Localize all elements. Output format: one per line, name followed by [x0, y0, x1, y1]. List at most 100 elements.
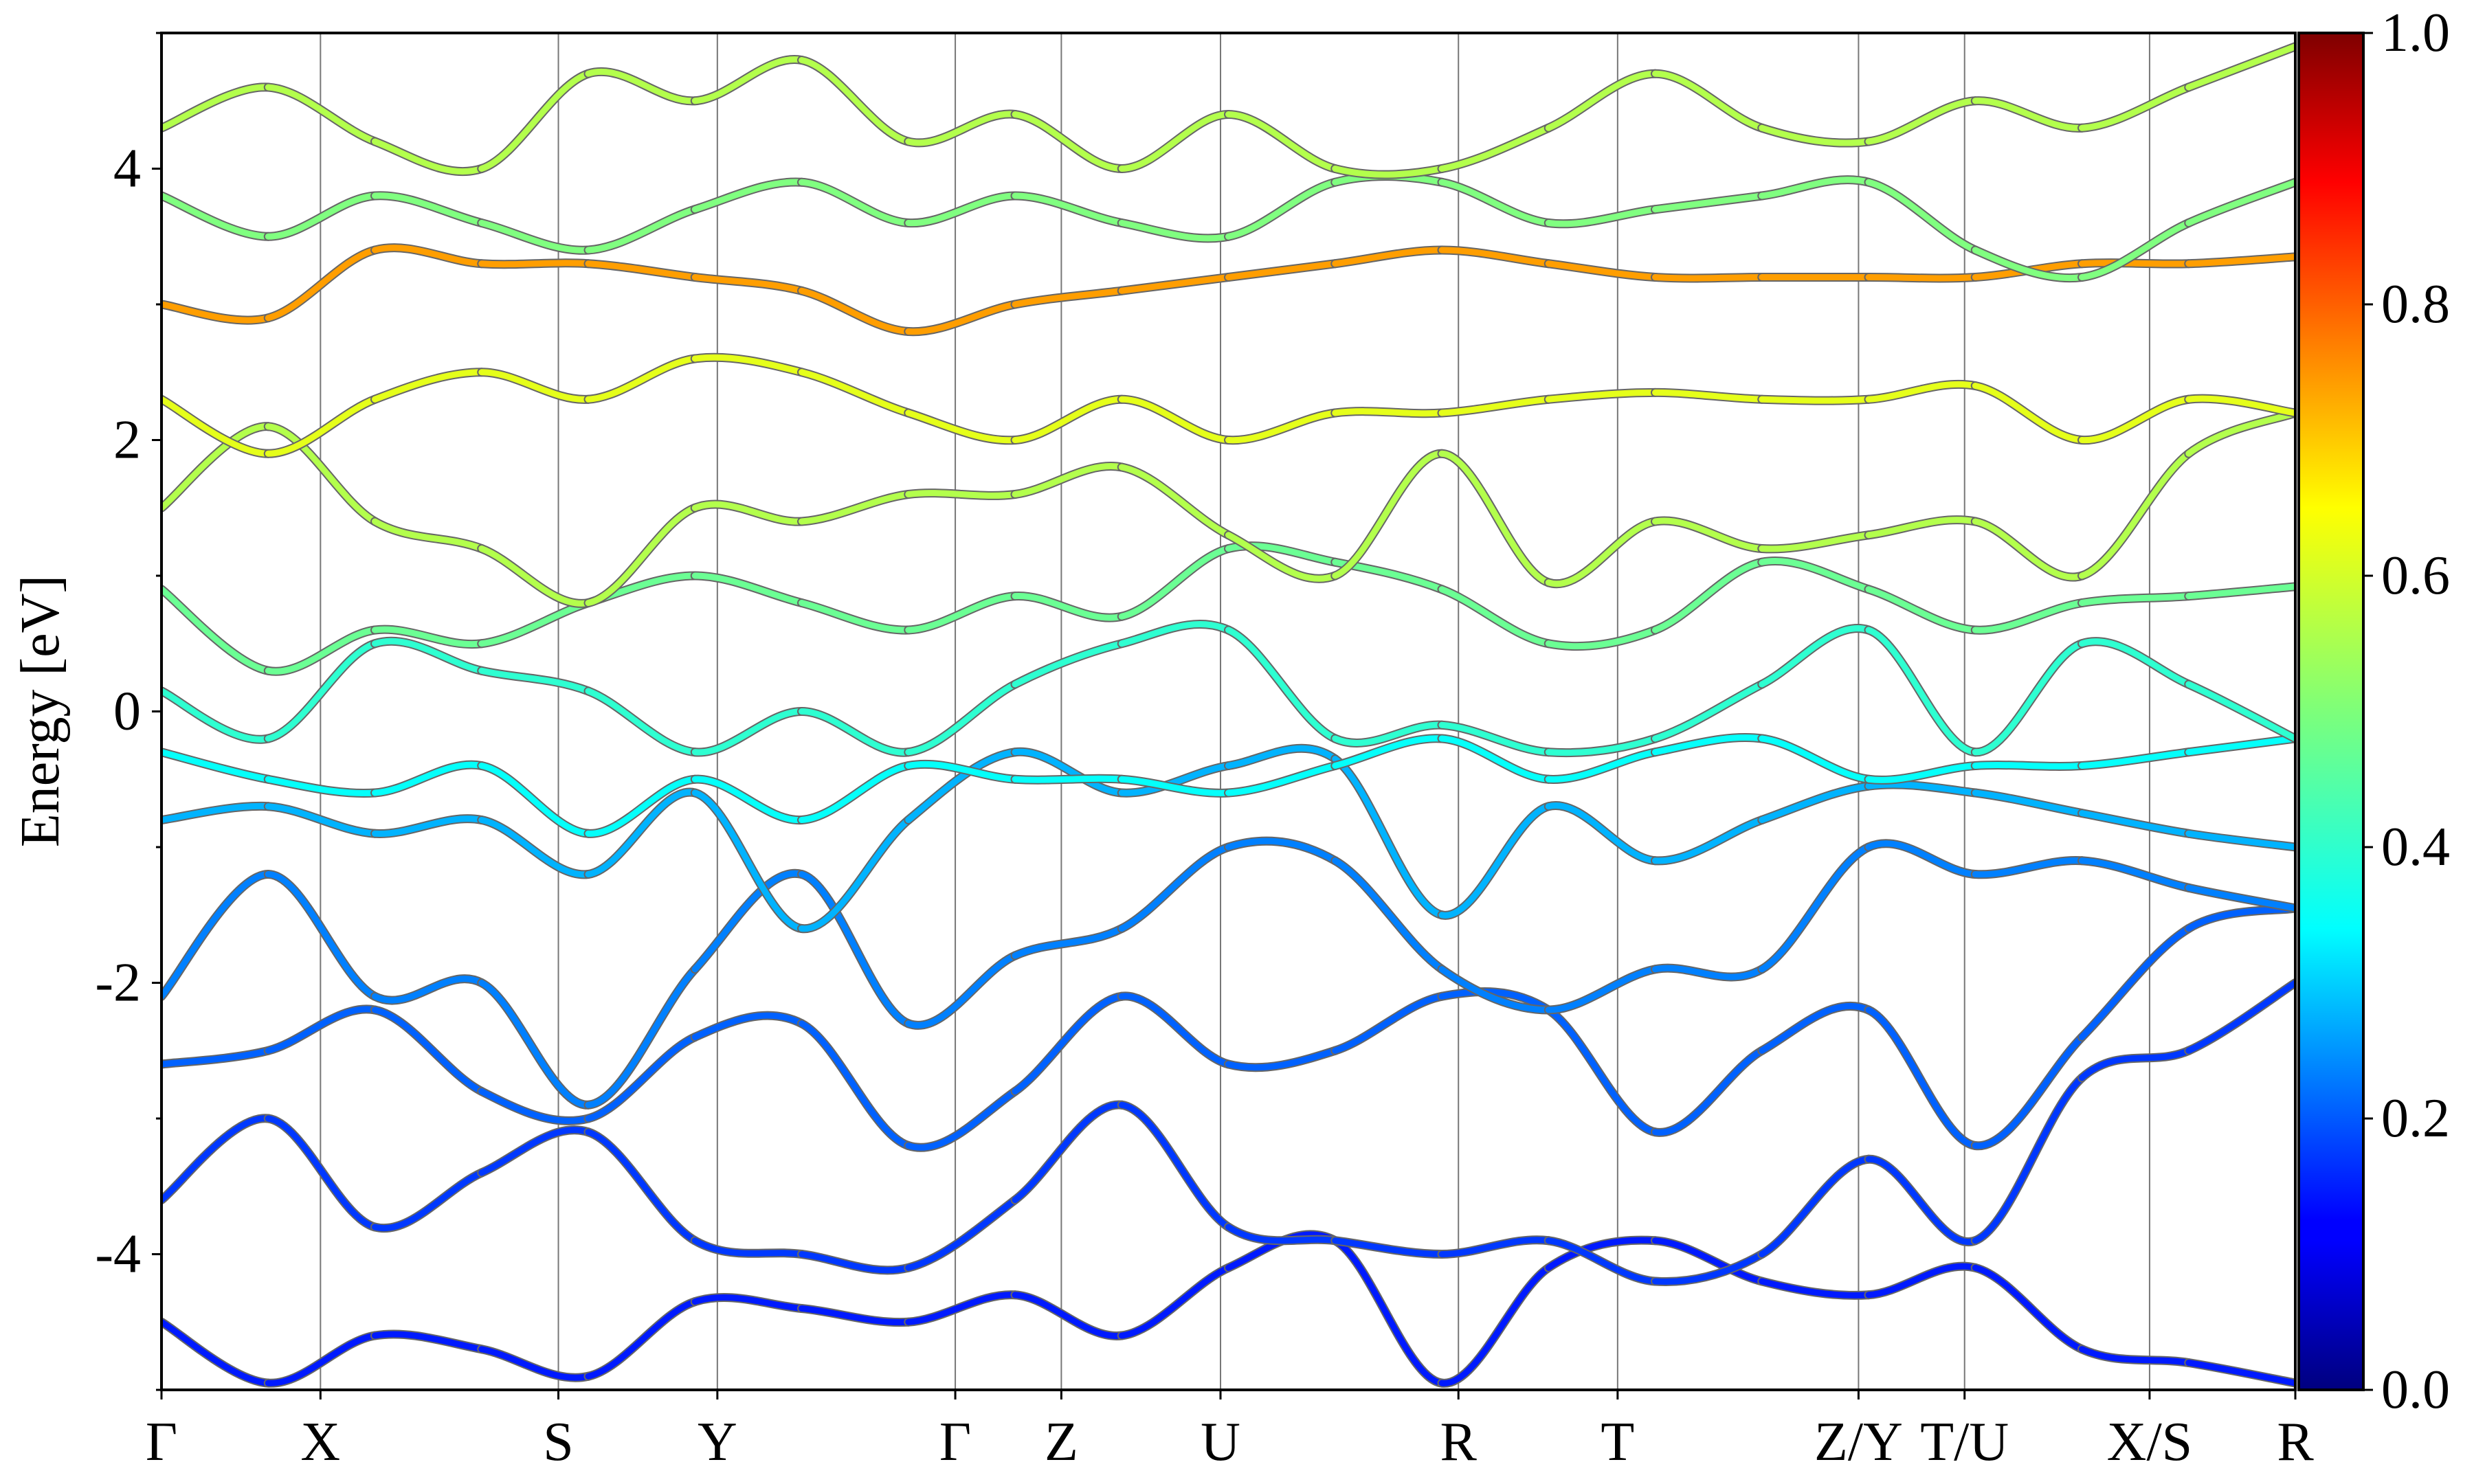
y-tick-label: -4: [95, 1224, 141, 1285]
band: [161, 743, 2295, 934]
band-segment: [2185, 980, 2295, 1054]
band-segment: [161, 396, 271, 457]
colorbar-tick-label: 0.8: [2381, 274, 2450, 335]
band-segment: [1012, 192, 1125, 226]
band-segment: [691, 179, 805, 213]
band-segment: [372, 1007, 485, 1094]
x-tick-label: Γ: [146, 1412, 177, 1472]
band-segment: [1545, 1007, 1658, 1136]
band: [161, 978, 2295, 1286]
band-segment: [1972, 518, 2085, 581]
band-segment: [2079, 450, 2192, 579]
band-segment: [2079, 638, 2192, 688]
band-segment: [1972, 1264, 2085, 1353]
band-segment: [1118, 776, 1232, 796]
band-segment: [905, 1292, 1018, 1325]
band-segment: [585, 1298, 698, 1380]
y-tick-label: 4: [113, 139, 141, 199]
band-segment: [265, 803, 378, 837]
band-segment: [1652, 517, 1765, 552]
band-segment: [1545, 70, 1658, 131]
band-segment: [265, 396, 378, 457]
band-segment: [905, 409, 1018, 444]
band-segment: [1012, 775, 1125, 783]
band-segment: [478, 260, 592, 268]
band-segment: [905, 1197, 1018, 1271]
band-segment: [161, 84, 271, 131]
band-segment: [2185, 681, 2295, 742]
band-segment: [799, 871, 912, 1027]
band-outline: [263, 870, 379, 1001]
band-segment: [799, 57, 912, 145]
band-segment: [1865, 1156, 1979, 1246]
band-segment: [1438, 586, 1552, 647]
band-segment: [478, 667, 592, 695]
colorbar-tick-label: 1.0: [2381, 3, 2450, 63]
band: [161, 243, 2295, 337]
colorbar-tick-label: 0.2: [2381, 1088, 2450, 1149]
band-segment: [799, 1251, 912, 1274]
band-segment: [1012, 1101, 1125, 1203]
band-segment: [2079, 1346, 2192, 1366]
band-segment: [799, 708, 912, 756]
band-segment: [1225, 763, 1339, 796]
band-segment: [161, 192, 271, 240]
band-segment: [478, 546, 592, 607]
band-segment: [2185, 1360, 2295, 1386]
band-segment: [691, 572, 805, 606]
band-segment: [478, 1127, 592, 1176]
band-segment: [1225, 532, 1339, 582]
band-segment: [1759, 532, 1872, 552]
colorbar-tick-label: 0.0: [2381, 1360, 2450, 1420]
band-segment: [1332, 450, 1445, 579]
band-segment: [1652, 734, 1765, 756]
band-segment: [691, 274, 805, 294]
band-segment: [2079, 1047, 2192, 1081]
band-segment: [372, 761, 485, 796]
band-segment: [478, 220, 592, 254]
band-segment: [799, 287, 912, 335]
band: [161, 903, 2295, 1152]
band-segment: [1438, 988, 1552, 1013]
x-tick-label: R: [2277, 1412, 2314, 1472]
band: [161, 42, 2295, 179]
band-segment: [161, 688, 271, 743]
band-segment: [1652, 681, 1765, 742]
band-segment: [585, 776, 698, 837]
band-segment: [1545, 518, 1658, 587]
band-segment: [265, 640, 378, 742]
x-tick-label: Y: [698, 1412, 737, 1472]
band-segment: [1012, 1292, 1125, 1339]
x-tick-label: R: [1440, 1412, 1478, 1472]
band-segment: [478, 1346, 592, 1381]
colorbar-tick-label: 0.6: [2381, 546, 2450, 606]
band-segment: [1865, 586, 1979, 633]
x-tick-label: T: [1601, 1412, 1634, 1472]
band-segment: [691, 708, 805, 756]
band-segment: [2079, 749, 2192, 769]
band-segment: [1972, 600, 2085, 633]
band-segment: [478, 817, 592, 878]
band-segment: [372, 518, 485, 552]
band-segment: [1652, 559, 1765, 633]
band-segment: [372, 626, 485, 648]
band-segment: [1865, 1007, 1979, 1149]
band-segment: [1759, 844, 1872, 973]
y-axis: -4 -2 0 2 4: [95, 32, 161, 1391]
band-segment: [265, 1115, 378, 1230]
band-segment: [2185, 179, 2295, 226]
band-segment: [478, 1088, 592, 1124]
band-segment: [585, 966, 698, 1108]
band-segment: [1438, 1264, 1552, 1386]
band-segment: [1545, 735, 1658, 756]
band-segment: [1545, 260, 1658, 280]
band-segment: [372, 369, 485, 403]
band-segment: [161, 1115, 271, 1203]
band-segment: [1759, 783, 1872, 823]
band-segment: [1118, 220, 1232, 242]
band-segment: [691, 354, 805, 376]
band-segment: [1865, 1263, 1979, 1298]
band-segment: [691, 56, 805, 104]
band-segment: [1012, 463, 1125, 497]
band-segment: [585, 68, 698, 104]
